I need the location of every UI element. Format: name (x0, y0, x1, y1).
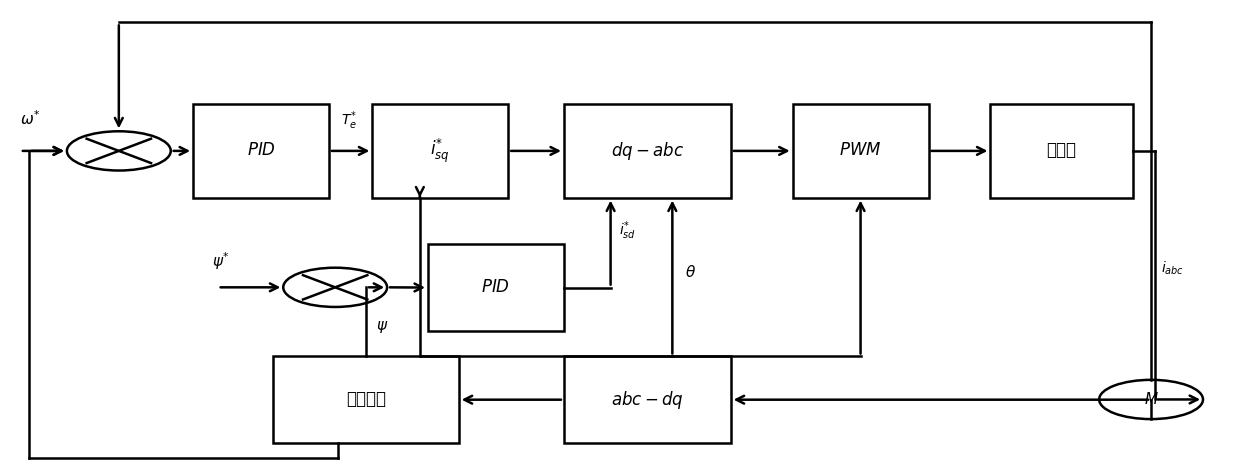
Text: $M$: $M$ (1144, 392, 1158, 407)
Text: $PID$: $PID$ (247, 142, 275, 159)
Text: $PWM$: $PWM$ (839, 142, 882, 159)
Circle shape (284, 268, 387, 307)
Text: $\theta$: $\theta$ (685, 265, 696, 281)
FancyBboxPatch shape (372, 104, 508, 197)
FancyBboxPatch shape (793, 104, 928, 197)
Text: $\omega^{*}$: $\omega^{*}$ (20, 109, 41, 127)
FancyBboxPatch shape (564, 356, 731, 443)
Circle shape (1099, 380, 1203, 419)
Circle shape (67, 131, 171, 171)
Text: $dq-abc$: $dq-abc$ (611, 140, 684, 162)
Text: $i_{sq}^{*}$: $i_{sq}^{*}$ (430, 137, 450, 165)
FancyBboxPatch shape (274, 356, 458, 443)
FancyBboxPatch shape (193, 104, 330, 197)
Text: $abc-dq$: $abc-dq$ (611, 389, 684, 411)
Text: $T_e^{*}$: $T_e^{*}$ (342, 110, 357, 132)
Text: 逆变器: 逆变器 (1047, 142, 1077, 159)
FancyBboxPatch shape (990, 104, 1132, 197)
Text: $PID$: $PID$ (482, 279, 510, 296)
Text: $\psi$: $\psi$ (375, 319, 388, 335)
Text: $\psi^{*}$: $\psi^{*}$ (212, 251, 229, 273)
FancyBboxPatch shape (564, 104, 731, 197)
Text: 磁链计算: 磁链计算 (346, 391, 387, 408)
Text: $i_{sd}^{*}$: $i_{sd}^{*}$ (620, 219, 637, 242)
FancyBboxPatch shape (427, 244, 564, 331)
Text: $i_{abc}$: $i_{abc}$ (1161, 259, 1184, 277)
